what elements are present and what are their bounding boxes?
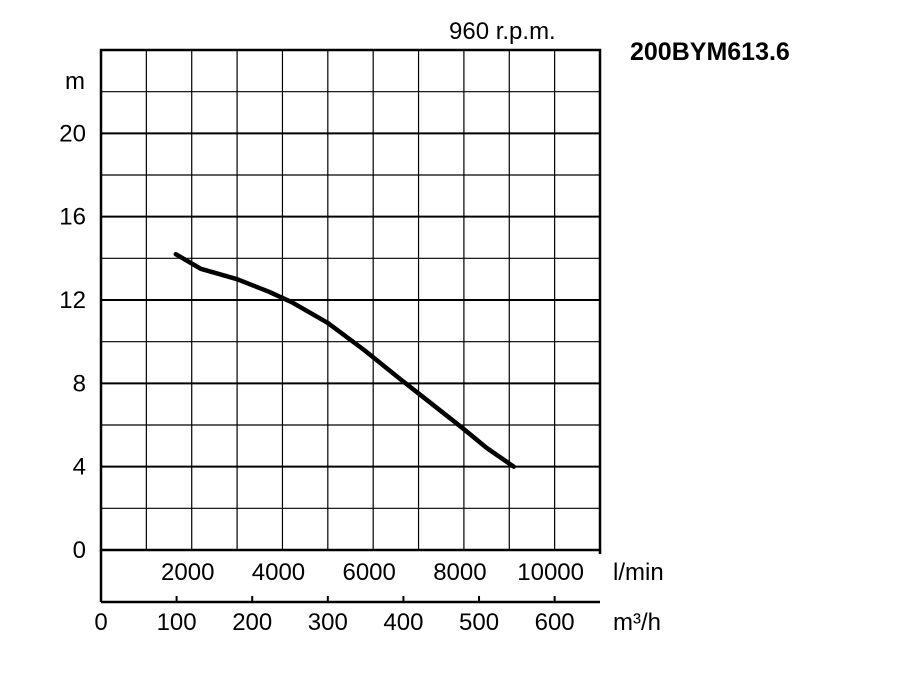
x-tick-label-lmin: 8000 (433, 559, 486, 586)
x-tick-label-m3h: 300 (308, 609, 348, 636)
x-tick-label-lmin: 4000 (252, 559, 305, 586)
y-tick-label: 8 (73, 370, 86, 397)
chart-grid (101, 50, 600, 550)
x-tick-label-lmin: 2000 (161, 559, 214, 586)
y-tick-label: 4 (73, 454, 86, 481)
y-axis-unit-label: m (65, 68, 85, 95)
x-axis-unit-lmin: l/min (613, 559, 664, 586)
plot-frame (99, 48, 602, 552)
head-curve-line (173, 251, 517, 469)
chart-axes (99, 48, 602, 604)
x-tick-label-m3h: 200 (232, 609, 272, 636)
x-axis-unit-m3h: m³/h (613, 609, 661, 636)
x-tick-label-m3h: 500 (459, 609, 499, 636)
x-tick-label-lmin: 10000 (517, 559, 584, 586)
series-group (173, 251, 517, 469)
y-tick-label: 16 (59, 204, 86, 231)
y-tick-labels: 0 4 8 12 16 20 (59, 120, 86, 564)
x-tick-labels-lmin: 2000 4000 6000 8000 10000 (161, 559, 584, 586)
x-tick-labels-m3h: 0 100 200 300 400 500 600 (94, 609, 574, 636)
speed-label: 960 r.p.m. (449, 18, 556, 45)
y-tick-label: 12 (59, 287, 86, 314)
x-tick-label-m3h: 400 (383, 609, 423, 636)
y-tick-label: 0 (73, 537, 86, 564)
x-tick-label-m3h: 100 (157, 609, 197, 636)
y-tick-label: 20 (59, 120, 86, 147)
x-tick-label-m3h: 600 (535, 609, 575, 636)
x-tick-label-lmin: 6000 (342, 559, 395, 586)
x-tick-label-m3h: 0 (94, 609, 107, 636)
chart-title: 200BYM613.6 (630, 38, 790, 66)
